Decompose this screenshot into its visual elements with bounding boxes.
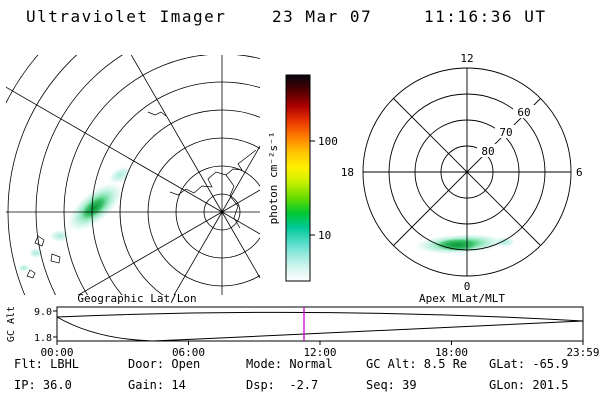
app-title: Ultraviolet Imager bbox=[26, 7, 227, 26]
time-label: 11:16:36 UT bbox=[424, 7, 547, 26]
status-gc-alt: GC Alt: 8.5 Re bbox=[366, 357, 468, 371]
status-glon: GLon: 201.5 bbox=[489, 378, 569, 392]
alt-ylabel: GC Alt bbox=[6, 306, 17, 342]
apex-grid-spokes bbox=[363, 68, 571, 276]
mlat-70-label: 70 bbox=[499, 126, 512, 139]
time-axis-ticks bbox=[53, 310, 584, 345]
alt-ytick-max: 9.0 bbox=[34, 307, 52, 318]
status-row-2: IP: 36.0 Gain: 14 Dsp: -2.7 Seq: 39 GLon… bbox=[0, 378, 600, 400]
mlat-60-label: 60 bbox=[517, 106, 530, 119]
alt-ytick-min: 1.8 bbox=[34, 333, 52, 344]
status-gain: Gain: 14 bbox=[128, 378, 186, 392]
mlt-12-label: 12 bbox=[460, 52, 473, 65]
colorbar: 100 10 photon cm⁻²s⁻¹ bbox=[267, 74, 338, 282]
status-door: Door: Open bbox=[128, 357, 201, 371]
geographic-plot bbox=[6, 55, 260, 295]
xtick-0000: 00:00 bbox=[40, 346, 73, 359]
colorbar-tick-100: 100 bbox=[318, 135, 338, 148]
time-axis-labels: 00:00 06:00 12:00 18:00 23:59 bbox=[40, 346, 599, 359]
mlt-0-label: 0 bbox=[464, 280, 471, 293]
status-ip: IP: 36.0 bbox=[14, 378, 72, 392]
mlat-80-label: 80 bbox=[481, 145, 494, 158]
apex-caption: Apex MLat/MLT bbox=[419, 292, 505, 305]
aurora-patch-apex bbox=[414, 233, 515, 255]
date-label: 23 Mar 07 bbox=[272, 7, 373, 26]
apex-plot: 60 70 80 12 18 6 0 bbox=[341, 52, 583, 293]
status-mode: Mode: Normal bbox=[246, 357, 333, 371]
xtick-1800: 18:00 bbox=[435, 346, 468, 359]
status-seq: Seq: 39 bbox=[366, 378, 417, 392]
status-flt: Flt: LBHL bbox=[14, 357, 80, 371]
geographic-caption: Geographic Lat/Lon bbox=[77, 292, 196, 305]
status-row-1: Flt: LBHL Door: Open Mode: Normal GC Alt… bbox=[0, 357, 600, 400]
coastline bbox=[26, 111, 257, 279]
plots-canvas: 100 10 photon cm⁻²s⁻¹ bbox=[6, 52, 600, 359]
altitude-curves bbox=[56, 311, 584, 342]
altitude-time-panel: 9.0 1.8 GC Alt 00:00 06:00 12:00 18:00 2… bbox=[6, 306, 600, 359]
xtick-0600: 06:00 bbox=[172, 346, 205, 359]
apex-mlat-labels: 60 70 80 bbox=[477, 105, 535, 158]
apex-mlt-labels: 12 18 6 0 bbox=[341, 52, 583, 293]
colorbar-units-label: photon cm⁻²s⁻¹ bbox=[267, 132, 280, 225]
status-glat: GLat: -65.9 bbox=[489, 357, 569, 371]
colorbar-tick-10: 10 bbox=[318, 229, 331, 242]
mlt-6-label: 6 bbox=[576, 166, 583, 179]
mlt-18-label: 18 bbox=[341, 166, 354, 179]
xtick-2359: 23:59 bbox=[566, 346, 599, 359]
aurora-patch-geographic bbox=[18, 166, 131, 272]
status-dsp: Dsp: -2.7 bbox=[246, 378, 319, 392]
xtick-1200: 12:00 bbox=[303, 346, 336, 359]
